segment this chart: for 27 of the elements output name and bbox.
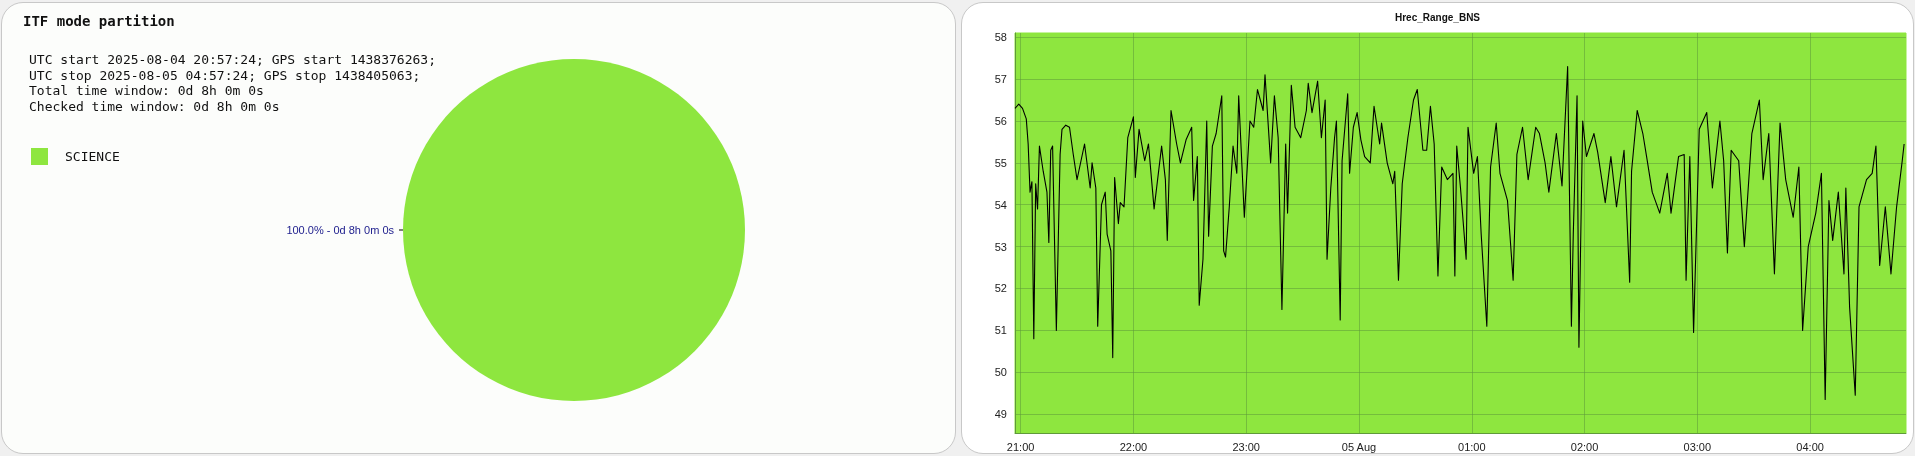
- x-tick-label: 05 Aug: [1341, 440, 1377, 453]
- y-tick-label: 49: [994, 408, 1007, 421]
- text: Checked time window: 0d 8h 0m 0s: [29, 99, 280, 115]
- y-tick-label: 53: [994, 240, 1007, 253]
- legend-label: SCIENCE: [65, 149, 120, 164]
- chart-title: ITF mode partition: [23, 13, 175, 29]
- x-tick-label: 03:00: [1683, 440, 1712, 453]
- text: Total time window: 0d 8h 0m 0s: [29, 83, 264, 99]
- y-tick-label: 51: [994, 324, 1007, 337]
- y-tick-label: 52: [994, 282, 1007, 295]
- data-label: 100.0% - 0d 8h 0m 0s: [286, 224, 395, 236]
- x-tick-label: 22:00: [1119, 440, 1148, 453]
- text: UTC stop 2025-08-05 04:57:24; GPS stop 1438405063;: [29, 67, 421, 83]
- y-tick-label: 57: [994, 73, 1007, 86]
- y-tick-label: 56: [994, 114, 1007, 127]
- x-tick-label: 01:00: [1458, 440, 1486, 453]
- x-tick-label: 23:00: [1232, 440, 1260, 453]
- y-tick-label: 58: [994, 31, 1007, 44]
- y-tick-label: 50: [994, 366, 1007, 379]
- y-tick-label: 55: [994, 156, 1007, 169]
- x-tick-label: 21:00: [1006, 440, 1035, 453]
- x-tick-label: 04:00: [1796, 440, 1824, 453]
- y-tick-label: 54: [994, 198, 1007, 211]
- line-series: [1014, 65, 1905, 401]
- x-tick-label: 02:00: [1570, 440, 1599, 453]
- text: UTC start 2025-08-04 20:57:24; GPS start 1438376263;: [29, 52, 436, 67]
- chart-title: Hrec_Range_BNS: [1394, 11, 1481, 23]
